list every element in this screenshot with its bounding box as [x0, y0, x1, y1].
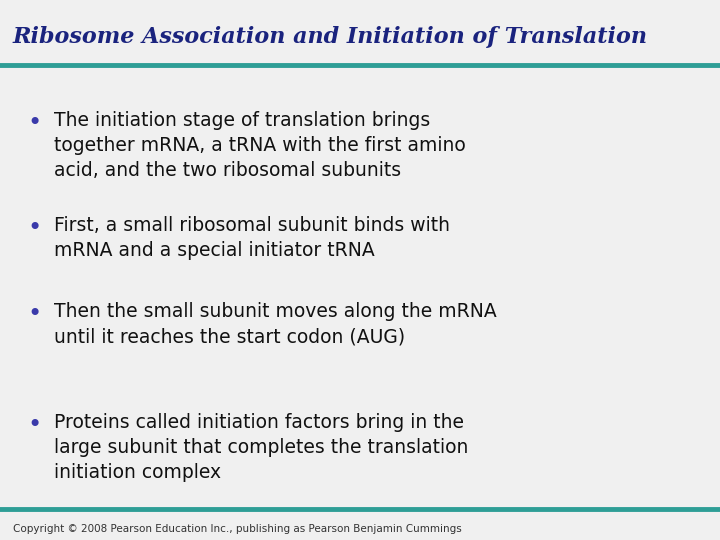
Text: •: • [27, 413, 42, 437]
Text: •: • [27, 302, 42, 326]
Text: Ribosome Association and Initiation of Translation: Ribosome Association and Initiation of T… [13, 26, 648, 48]
Text: •: • [27, 216, 42, 240]
Text: •: • [27, 111, 42, 134]
Text: The initiation stage of translation brings
together mRNA, a tRNA with the first : The initiation stage of translation brin… [54, 111, 466, 180]
Text: Proteins called initiation factors bring in the
large subunit that completes the: Proteins called initiation factors bring… [54, 413, 469, 482]
Text: First, a small ribosomal subunit binds with
mRNA and a special initiator tRNA: First, a small ribosomal subunit binds w… [54, 216, 450, 260]
Text: Then the small subunit moves along the mRNA
until it reaches the start codon (AU: Then the small subunit moves along the m… [54, 302, 497, 346]
Text: Copyright © 2008 Pearson Education Inc., publishing as Pearson Benjamin Cummings: Copyright © 2008 Pearson Education Inc.,… [13, 523, 462, 534]
